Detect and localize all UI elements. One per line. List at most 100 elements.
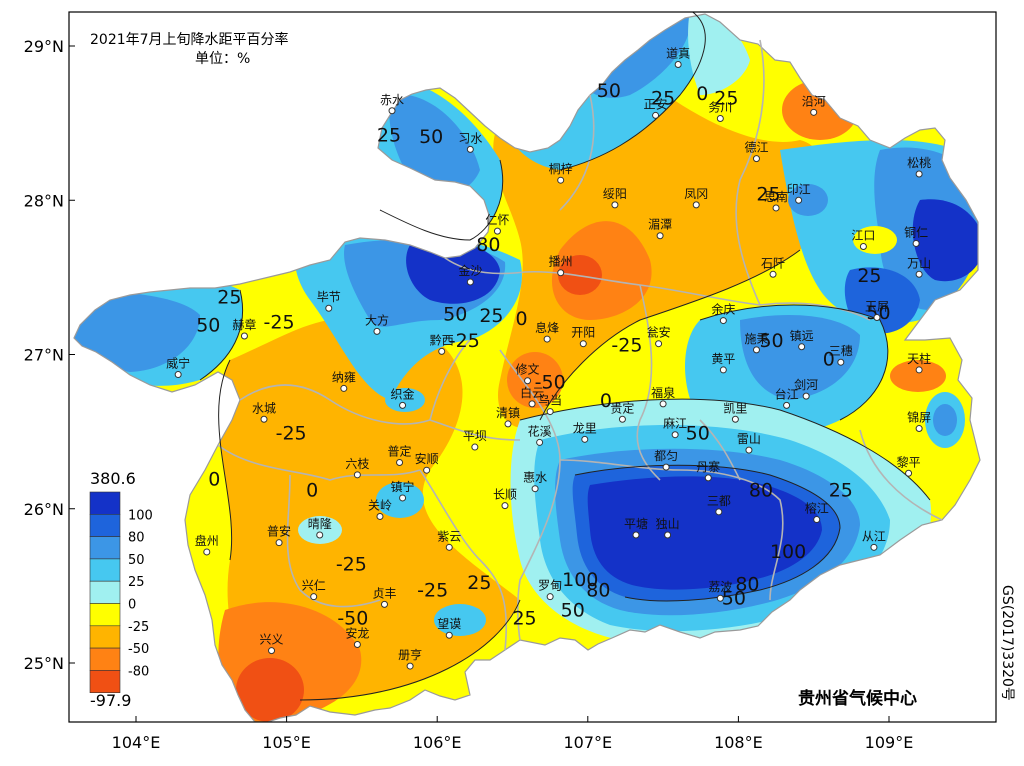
- station: 玉屏: [865, 299, 889, 321]
- station-name: 正安: [644, 96, 668, 111]
- contour-label: -25: [417, 580, 448, 602]
- legend-class-label: -25: [128, 620, 149, 635]
- station-marker: [557, 176, 565, 184]
- station: 桐梓: [549, 161, 573, 184]
- station: 麻江: [663, 416, 687, 439]
- station: 镇宁: [391, 479, 415, 502]
- station-marker: [445, 631, 453, 639]
- station-name: 镇远: [790, 329, 814, 343]
- station: 三穗: [829, 344, 853, 366]
- station-name: 印江: [787, 182, 811, 196]
- station: 龙里: [573, 421, 597, 443]
- station-name: 赫章: [232, 317, 256, 332]
- station-marker: [543, 335, 551, 343]
- station-marker: [399, 401, 407, 409]
- station: 剑河: [794, 377, 818, 400]
- station-name: 施秉: [744, 332, 768, 346]
- lat-tick-label: 25°N: [24, 654, 64, 673]
- station-name: 锦屏: [907, 411, 931, 425]
- station-marker: [325, 304, 333, 312]
- contour-label: 25: [479, 305, 503, 327]
- contour-label: 25: [217, 287, 241, 309]
- station-name: 六枝: [345, 456, 369, 471]
- station-name: 开阳: [571, 326, 595, 340]
- contour-label: 100: [562, 569, 598, 591]
- lon-tick-label: 104°E: [112, 733, 161, 752]
- station-marker: [772, 204, 780, 212]
- station: 镇远: [790, 329, 814, 351]
- station: 铜仁: [904, 224, 928, 247]
- contour-label: 50: [443, 304, 467, 326]
- station-marker: [340, 384, 348, 392]
- station: 黔西: [430, 332, 454, 355]
- contour-label: 25: [857, 265, 881, 287]
- station-name: 石阡: [761, 255, 785, 270]
- station: 仁怀: [485, 213, 509, 235]
- station-marker: [466, 145, 474, 153]
- contour-label: 25: [377, 125, 401, 147]
- station-marker: [618, 415, 626, 423]
- station-marker: [716, 114, 724, 122]
- contour-label: -25: [449, 330, 480, 352]
- station-marker: [445, 543, 453, 551]
- station-marker: [524, 377, 532, 385]
- station-marker: [873, 313, 881, 321]
- station-name: 榕江: [805, 501, 829, 516]
- station: 绥阳: [603, 187, 627, 209]
- lat-tick-label: 27°N: [24, 346, 64, 365]
- contour-label: 80: [586, 580, 610, 602]
- station-name: 清镇: [496, 406, 520, 420]
- station: 台江: [775, 386, 799, 409]
- station-name: 万山: [907, 256, 931, 270]
- contour-label: 0: [600, 390, 612, 412]
- station-marker: [260, 415, 268, 423]
- station: 天柱: [907, 351, 931, 374]
- legend-swatch: [89, 647, 121, 671]
- contour-label: 25: [651, 88, 675, 110]
- contour-label: 80: [735, 574, 759, 596]
- station-name: 毕节: [317, 290, 341, 304]
- station-name: 乌当: [538, 393, 562, 408]
- station-name: 织金: [391, 386, 415, 401]
- station: 开阳: [571, 326, 595, 348]
- station: 花溪: [528, 423, 552, 446]
- contour-label: 50: [597, 80, 621, 102]
- station: 普安: [267, 524, 291, 547]
- station: 赫章: [232, 317, 256, 340]
- station-name: 册亨: [398, 647, 422, 662]
- station-name: 三穗: [829, 344, 853, 358]
- station-marker: [752, 155, 760, 163]
- station-name: 长顺: [493, 488, 517, 502]
- contour-label: 100: [770, 541, 806, 563]
- station-name: 沿河: [802, 94, 826, 108]
- legend-swatch: [89, 670, 121, 694]
- station: 三都: [707, 494, 731, 516]
- legend-class-label: 100: [128, 508, 153, 523]
- station-marker: [837, 358, 845, 366]
- station-marker: [915, 170, 923, 178]
- station-name: 望谟: [437, 617, 461, 631]
- station-name: 威宁: [166, 356, 190, 371]
- station-marker: [715, 508, 723, 516]
- station: 晴隆: [308, 516, 332, 539]
- station: 施秉: [744, 332, 768, 354]
- contour-label-layer: 50 25 0 25 25 50 25 80 25 50 -25 50 25 0 -25 -50 -25 0 50 2…: [196, 80, 890, 630]
- station-marker: [546, 408, 554, 416]
- station-name: 福泉: [651, 385, 675, 400]
- contour-label: -50: [337, 607, 368, 629]
- station-marker: [581, 435, 589, 443]
- station-name: 思南: [764, 189, 788, 204]
- station-marker: [632, 531, 640, 539]
- station: 黎平: [897, 455, 921, 477]
- latitude-axis: 29°N 28°N 27°N 26°N 25°N: [24, 37, 75, 673]
- station-name: 花溪: [528, 423, 552, 438]
- station-marker: [664, 531, 672, 539]
- station-name: 湄潭: [648, 218, 672, 232]
- station: 道真: [666, 47, 690, 69]
- station-name: 大方: [365, 312, 389, 327]
- station-name: 习水: [458, 131, 482, 145]
- station-marker: [531, 485, 539, 493]
- lon-tick-label: 106°E: [413, 733, 462, 752]
